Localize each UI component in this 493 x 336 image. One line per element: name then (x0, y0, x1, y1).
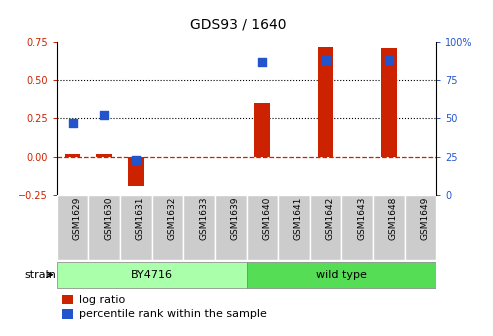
FancyBboxPatch shape (57, 195, 88, 260)
Text: GSM1641: GSM1641 (294, 197, 303, 240)
Text: GSM1648: GSM1648 (389, 197, 398, 240)
FancyBboxPatch shape (57, 262, 246, 288)
Bar (128, 157, 143, 186)
Bar (254, 103, 270, 157)
Text: GSM1639: GSM1639 (231, 197, 240, 240)
Text: GSM1630: GSM1630 (104, 197, 113, 240)
FancyBboxPatch shape (183, 195, 215, 260)
Bar (381, 48, 397, 157)
FancyBboxPatch shape (120, 195, 152, 260)
FancyBboxPatch shape (373, 195, 405, 260)
Text: GSM1649: GSM1649 (421, 197, 429, 240)
FancyBboxPatch shape (215, 195, 246, 260)
Text: GDS93 / 1640: GDS93 / 1640 (189, 18, 286, 32)
Text: GSM1632: GSM1632 (168, 197, 176, 240)
Text: BY4716: BY4716 (131, 270, 173, 280)
Text: GSM1631: GSM1631 (136, 197, 145, 240)
Point (69, 120, 76, 126)
FancyBboxPatch shape (246, 195, 278, 260)
Bar (317, 47, 333, 157)
Text: GSM1643: GSM1643 (357, 197, 366, 240)
Bar (65, 154, 80, 157)
Text: GSM1640: GSM1640 (262, 197, 271, 240)
Text: GSM1633: GSM1633 (199, 197, 208, 240)
Point (321, 58, 329, 63)
FancyBboxPatch shape (152, 195, 183, 260)
Text: GSM1629: GSM1629 (72, 197, 81, 240)
Legend: log ratio, percentile rank within the sample: log ratio, percentile rank within the sa… (62, 295, 267, 320)
FancyBboxPatch shape (310, 195, 341, 260)
FancyBboxPatch shape (246, 262, 436, 288)
FancyBboxPatch shape (88, 195, 120, 260)
Text: strain: strain (24, 270, 56, 280)
FancyBboxPatch shape (278, 195, 310, 260)
Text: wild type: wild type (316, 270, 367, 280)
Point (132, 157, 140, 162)
FancyBboxPatch shape (405, 195, 436, 260)
Bar (96, 154, 112, 157)
FancyBboxPatch shape (341, 195, 373, 260)
Point (258, 59, 266, 65)
Point (385, 58, 393, 63)
Point (100, 113, 108, 118)
Text: GSM1642: GSM1642 (325, 197, 335, 240)
